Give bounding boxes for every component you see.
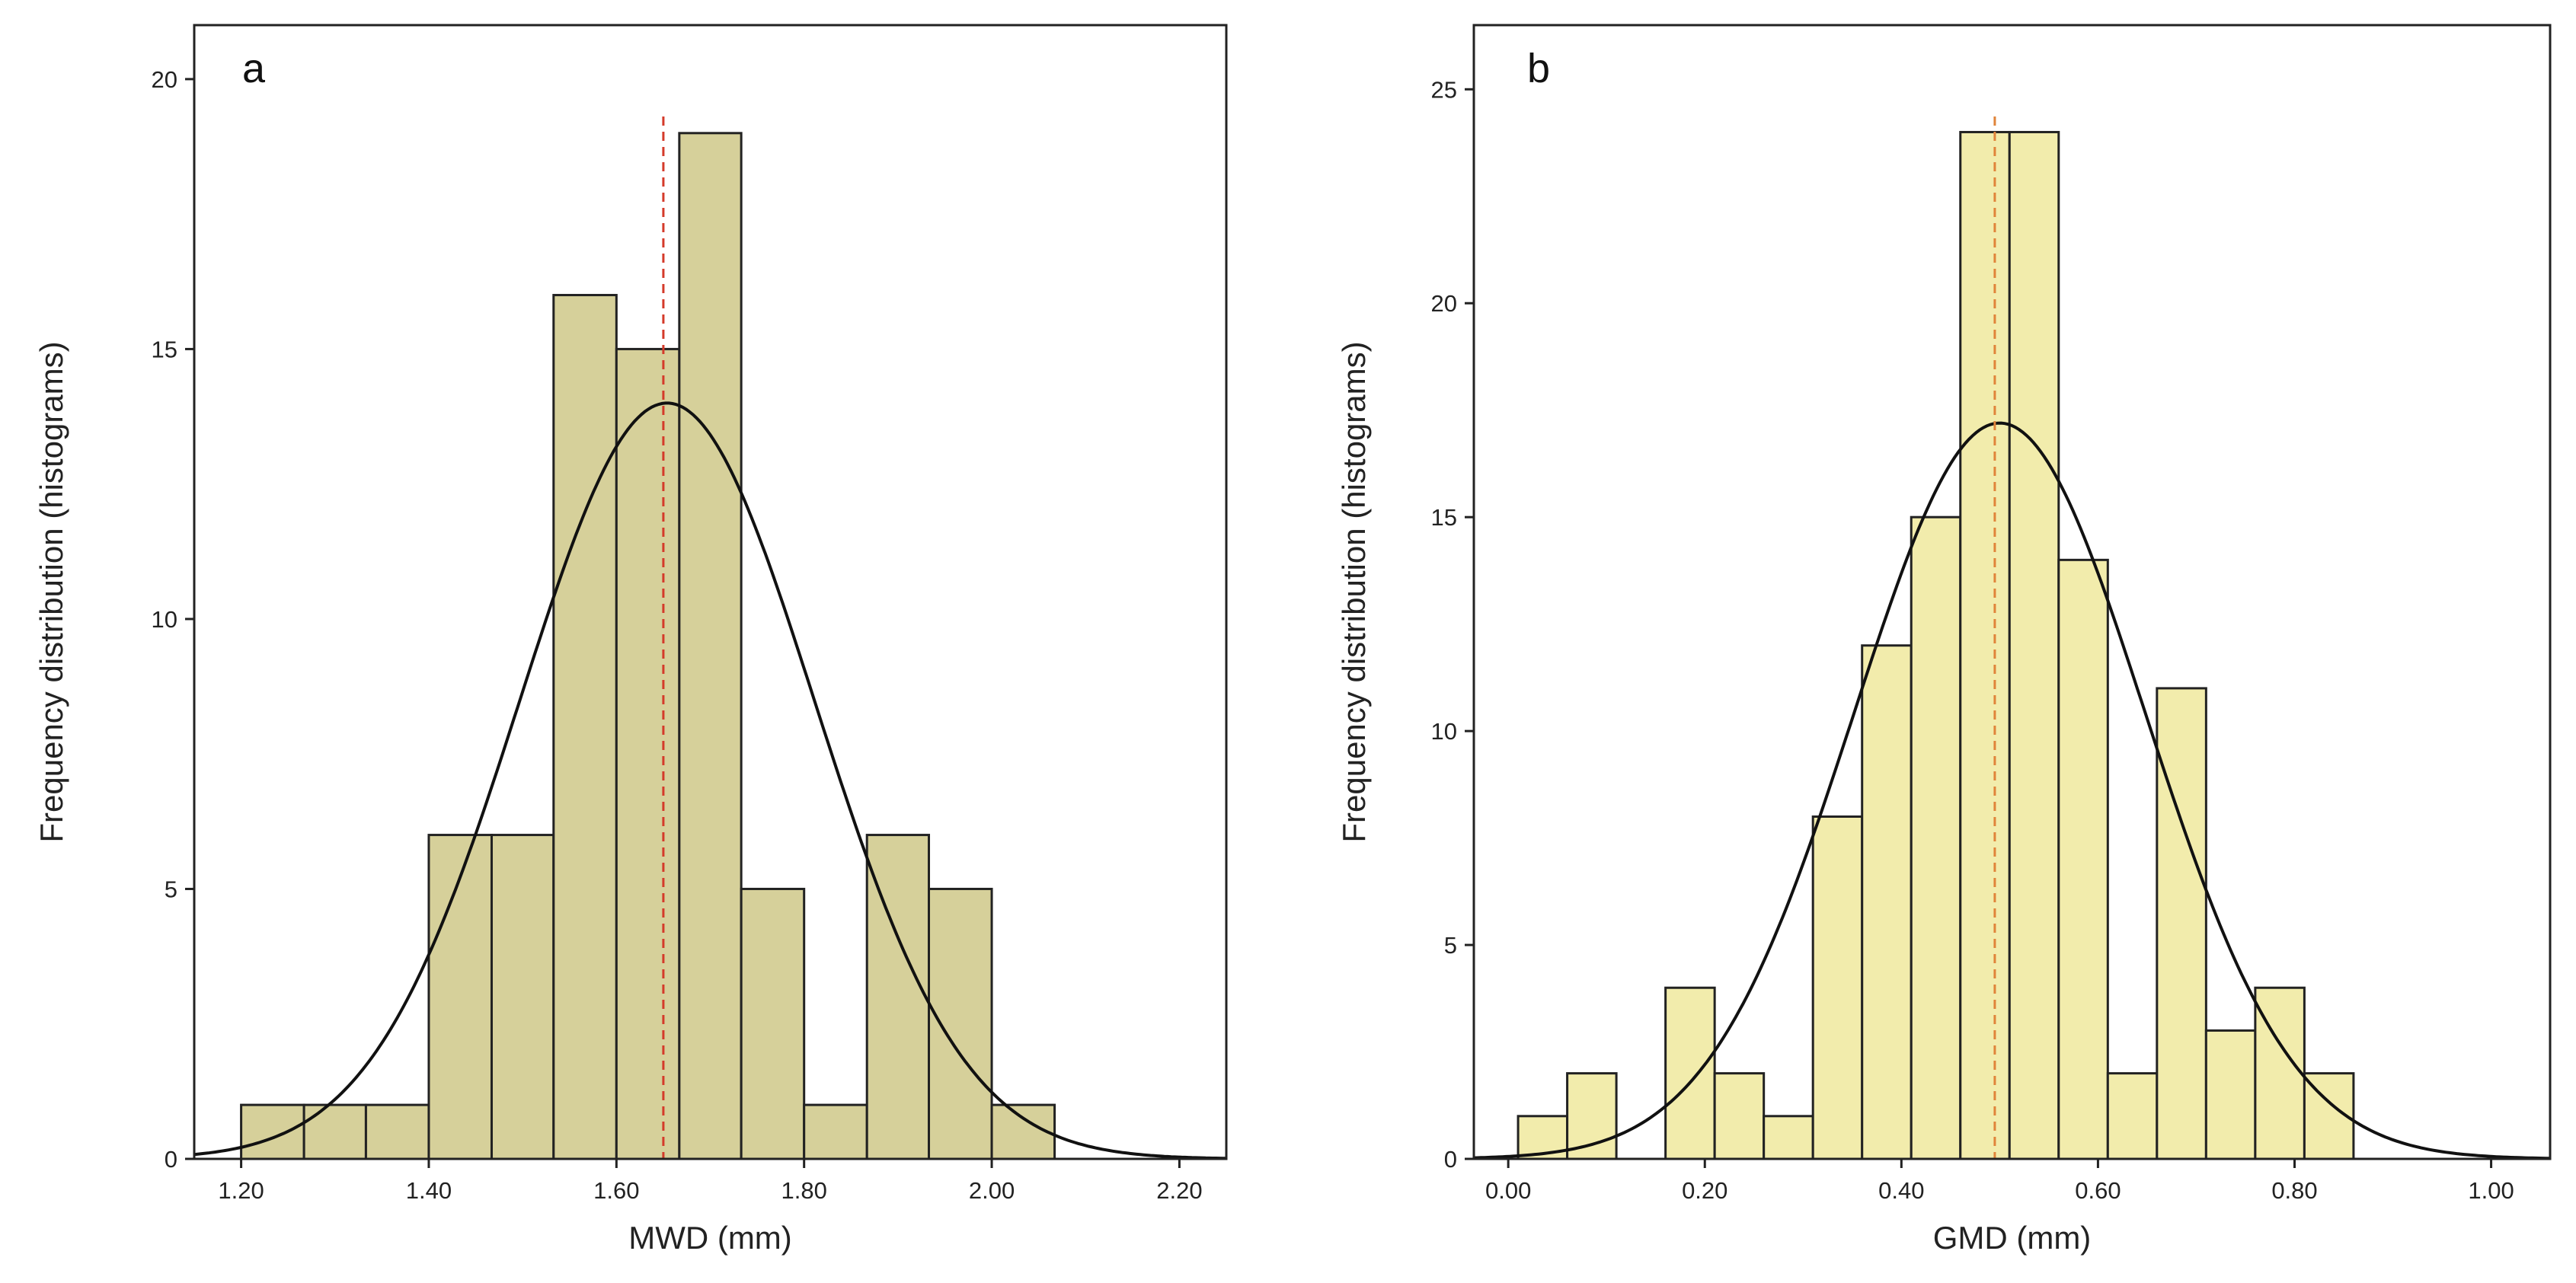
histogram-bar <box>490 834 555 1160</box>
y-ticks: 0 5 10 15 20 <box>152 66 194 1173</box>
histogram-bar <box>928 887 993 1160</box>
y-tick-label: 5 <box>1444 932 1457 959</box>
histogram-bar <box>2057 558 2109 1160</box>
y-axis-title: Frequency distribution (histograms) <box>34 341 69 842</box>
x-ticks: 0.00 0.20 0.40 0.60 0.80 1.00 <box>1485 1159 2514 1204</box>
x-tick-label: 2.20 <box>1156 1177 1202 1204</box>
x-axis-title: MWD (mm) <box>628 1220 792 1256</box>
y-tick-label: 0 <box>1444 1146 1457 1173</box>
x-tick-label: 0.40 <box>1878 1177 1924 1204</box>
histogram-bar <box>2156 687 2207 1160</box>
histogram-panel-a: 1.20 1.40 1.60 1.80 2.00 2.20 0 5 10 15 20 a MWD … <box>34 24 1228 1256</box>
histogram-bar <box>240 1103 305 1160</box>
histogram-bar <box>1763 1115 1814 1160</box>
histogram-bar <box>1566 1072 1618 1160</box>
histogram-bar <box>2204 1029 2257 1160</box>
histogram-bar <box>2008 130 2060 1160</box>
x-tick-label: 1.20 <box>218 1177 264 1204</box>
x-axis-title: GMD (mm) <box>1933 1220 2092 1256</box>
y-tick-label: 5 <box>165 876 177 902</box>
x-ticks: 1.20 1.40 1.60 1.80 2.00 2.20 <box>218 1159 1203 1204</box>
x-tick-label: 1.80 <box>781 1177 827 1204</box>
y-tick-label: 20 <box>1431 290 1457 317</box>
histogram-bar <box>552 294 618 1160</box>
normal-curve <box>193 401 1227 1160</box>
x-tick-label: 0.00 <box>1485 1177 1531 1204</box>
y-tick-label: 20 <box>152 66 177 93</box>
histogram-bar <box>1861 644 1913 1160</box>
histogram-bar <box>2106 1072 2159 1160</box>
x-tick-label: 1.60 <box>593 1177 639 1204</box>
y-tick-label: 10 <box>152 606 177 633</box>
panel-letter: b <box>1527 46 1550 91</box>
histogram-bar <box>678 132 743 1160</box>
histogram-bar <box>364 1103 430 1160</box>
x-tick-label: 0.60 <box>2075 1177 2121 1204</box>
normal-curve <box>1473 421 2550 1160</box>
histogram-panel-b: 0.00 0.20 0.40 0.60 0.80 1.00 0 5 10 15 20 25 b GM… <box>1336 24 2552 1256</box>
histogram-bar <box>615 347 681 1160</box>
histogram-bar <box>1713 1072 1766 1160</box>
panel-letter: a <box>242 46 266 91</box>
x-tick-label: 1.00 <box>2468 1177 2514 1204</box>
histogram-bar <box>1910 515 1962 1160</box>
histogram-bar <box>1811 815 1864 1160</box>
y-tick-label: 15 <box>1431 504 1457 531</box>
histogram-bar <box>1664 986 1716 1160</box>
histogram-bar <box>302 1103 367 1160</box>
y-tick-label: 0 <box>165 1146 177 1173</box>
x-tick-label: 2.00 <box>969 1177 1015 1204</box>
histogram-bar <box>427 834 493 1160</box>
y-axis-title: Frequency distribution (histograms) <box>1336 341 1372 842</box>
x-tick-label: 0.20 <box>1682 1177 1727 1204</box>
histogram-bar <box>740 887 806 1160</box>
histogram-bar <box>1517 1115 1569 1160</box>
y-ticks: 0 5 10 15 20 25 <box>1431 76 1474 1173</box>
plot-frame <box>1472 24 2552 1160</box>
bars-group <box>240 132 1056 1160</box>
histogram-bar <box>803 1103 868 1160</box>
x-tick-label: 0.80 <box>2271 1177 2317 1204</box>
histogram-bar <box>1959 130 2011 1160</box>
bars-group <box>1517 130 2355 1160</box>
y-tick-label: 15 <box>152 336 177 362</box>
plot-frame <box>193 24 1228 1160</box>
y-tick-label: 10 <box>1431 718 1457 745</box>
y-tick-label: 25 <box>1431 76 1457 103</box>
x-tick-label: 1.40 <box>406 1177 452 1204</box>
